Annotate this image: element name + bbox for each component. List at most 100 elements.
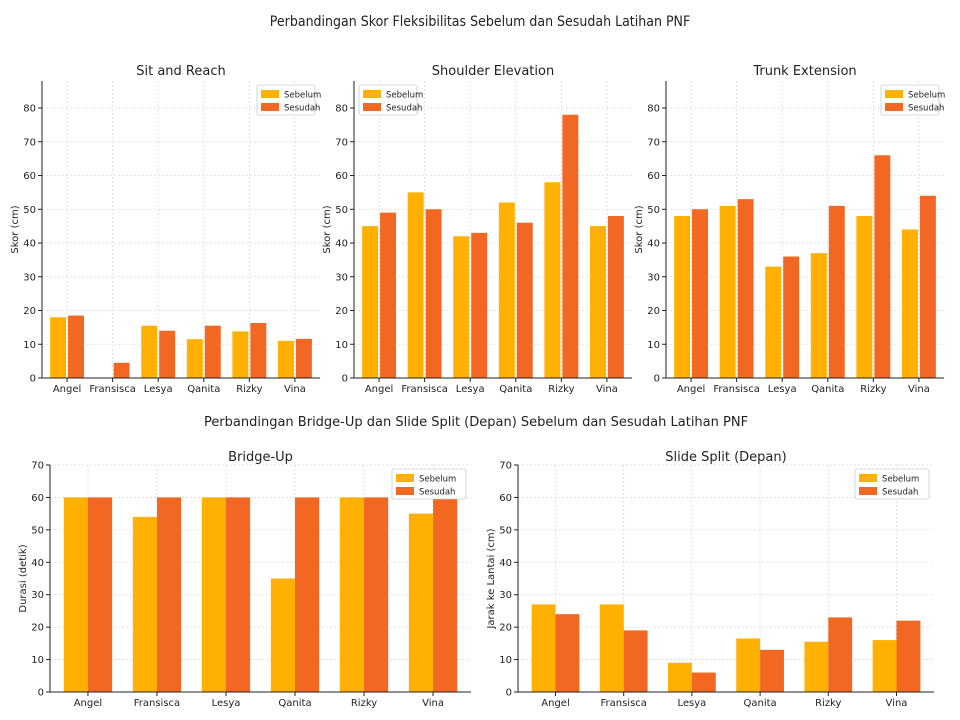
bar-sesudah-rizky [874, 155, 891, 378]
x-tick-label: Lesya [456, 384, 485, 395]
y-tick-label: 10 [335, 340, 348, 351]
bar-sesudah-fransisca [623, 630, 648, 692]
bar-sebelum-vina [901, 229, 918, 378]
y-tick-label: 20 [31, 623, 44, 634]
chart-1: 0 10 20 30 40 50 60 70 80 Angel Fransisca Lesya Qani… [322, 64, 632, 395]
y-tick-label: 30 [23, 272, 36, 283]
x-tick-label: Rizky [815, 698, 841, 709]
y-tick-label: 60 [31, 493, 44, 504]
chart-title: Sit and Reach [136, 64, 225, 79]
chart-0: 0 10 20 30 40 50 60 70 80 Angel Fransisca Lesya Qani… [10, 64, 321, 395]
y-tick-label: 50 [31, 525, 44, 536]
bar-sebelum-lesya [453, 236, 470, 378]
x-tick-label: Fransisca [89, 384, 135, 395]
x-tick-label: Lesya [677, 698, 706, 709]
bar-sebelum-lesya [765, 266, 782, 378]
legend-label-sebelum: Sebelum [419, 475, 456, 485]
y-tick-label: 30 [647, 272, 660, 283]
bar-sebelum-fransisca [719, 205, 736, 378]
legend-swatch-sebelum [859, 474, 877, 482]
legend-swatch-sesudah [396, 487, 414, 495]
bar-sesudah-angel [555, 614, 580, 692]
bar-sebelum-rizky [804, 641, 829, 692]
x-tick-label: Fransisca [600, 698, 646, 709]
bar-sesudah-rizky [250, 322, 267, 378]
y-tick-label: 80 [647, 104, 660, 115]
legend-label-sesudah: Sesudah [419, 488, 455, 498]
x-tick-label: Qanita [744, 698, 777, 709]
bar-sebelum-qanita [270, 578, 296, 692]
figure-title-bottom: Perbandingan Bridge-Up dan Slide Split (… [203, 415, 749, 430]
bar-sesudah-qanita [760, 649, 784, 692]
bar-sesudah-vina [295, 338, 312, 378]
x-tick-label: Vina [908, 384, 930, 395]
bar-sesudah-lesya [783, 256, 800, 378]
y-tick-label: 70 [31, 461, 44, 472]
y-tick-label: 0 [30, 374, 36, 385]
y-axis-label: Skor (cm) [322, 205, 333, 253]
bar-sebelum-vina [872, 640, 897, 692]
legend: Sebelum Sesudah [391, 468, 467, 500]
bar-sesudah-rizky [364, 497, 389, 692]
legend-label-sebelum: Sebelum [386, 91, 423, 101]
x-tick-label: Rizky [548, 384, 574, 395]
bar-sesudah-vina [607, 216, 624, 378]
legend-label-sebelum: Sebelum [284, 91, 321, 101]
legend: Sebelum Sesudah [880, 84, 945, 116]
bar-sebelum-fransisca [132, 516, 157, 692]
x-tick-label: Angel [74, 698, 102, 709]
chart-title: Slide Split (Depan) [665, 450, 786, 465]
y-tick-label: 40 [647, 239, 660, 250]
y-axis-label: Skor (cm) [634, 205, 645, 253]
bar-sebelum-angel [63, 497, 88, 692]
y-axis-label: Jarak ke Lantai (cm) [486, 528, 497, 629]
legend-swatch-sesudah [363, 103, 381, 111]
x-tick-label: Angel [677, 384, 705, 395]
bar-sesudah-angel [68, 315, 85, 378]
chart-4: 0 10 20 30 40 50 60 70 Angel Fransisca Lesya Qanita… [486, 450, 934, 709]
bar-sebelum-qanita [186, 339, 203, 378]
y-tick-label: 60 [647, 171, 660, 182]
bar-sesudah-qanita [295, 497, 320, 692]
y-tick-label: 70 [499, 461, 512, 472]
x-tick-label: Fransisca [134, 698, 180, 709]
y-tick-label: 20 [647, 306, 660, 317]
y-tick-label: 40 [499, 558, 512, 569]
bar-sebelum-vina [277, 340, 294, 378]
y-tick-label: 10 [499, 655, 512, 666]
y-tick-label: 0 [38, 688, 44, 699]
legend-label-sesudah: Sesudah [386, 104, 422, 114]
bar-sebelum-rizky [856, 216, 873, 378]
y-tick-label: 50 [23, 205, 36, 216]
bar-sesudah-vina [896, 620, 921, 692]
y-tick-label: 0 [342, 374, 348, 385]
bar-sesudah-rizky [562, 114, 579, 378]
y-tick-label: 70 [647, 137, 660, 148]
y-tick-label: 10 [23, 340, 36, 351]
x-tick-label: Angel [541, 698, 569, 709]
bar-sesudah-angel [87, 497, 113, 692]
legend-label-sesudah: Sesudah [882, 488, 918, 498]
y-axis-label: Durasi (detik) [18, 544, 29, 612]
bar-sebelum-fransisca [599, 604, 624, 692]
x-tick-label: Vina [886, 698, 908, 709]
x-tick-label: Lesya [768, 384, 797, 395]
legend-label-sesudah: Sesudah [908, 104, 944, 114]
bar-sesudah-rizky [828, 617, 853, 692]
chart-title: Shoulder Elevation [432, 64, 554, 79]
x-tick-label: Rizky [236, 384, 262, 395]
legend-swatch-sesudah [885, 103, 903, 111]
x-tick-label: Fransisca [713, 384, 759, 395]
bar-sesudah-angel [380, 212, 397, 378]
bar-sesudah-lesya [691, 672, 716, 692]
bar-sesudah-qanita [516, 222, 533, 378]
x-tick-label: Vina [596, 384, 618, 395]
legend-swatch-sesudah [261, 103, 279, 111]
bar-sebelum-lesya [668, 662, 692, 692]
bar-sebelum-vina [589, 226, 606, 378]
bar-sesudah-fransisca [737, 199, 754, 378]
x-tick-label: Vina [284, 384, 306, 395]
bar-sesudah-lesya [225, 497, 251, 692]
y-tick-label: 50 [335, 205, 348, 216]
y-tick-label: 0 [506, 688, 512, 699]
